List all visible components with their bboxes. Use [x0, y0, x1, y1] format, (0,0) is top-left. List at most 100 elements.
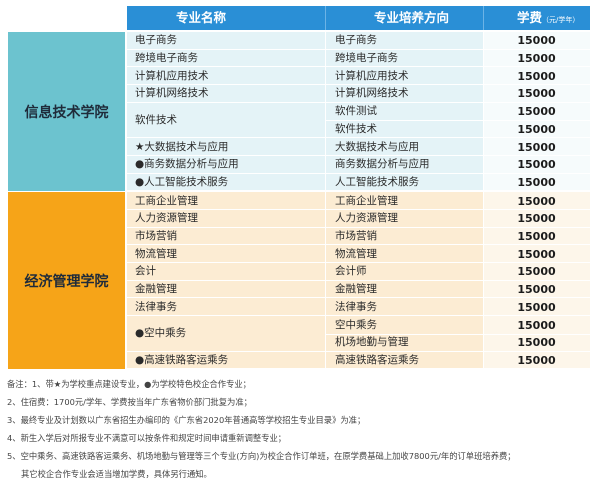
- fee-cell: [483, 227, 590, 246]
- tuition-fee: 15000: [517, 353, 556, 367]
- footnote-line: 其它校企合作专业会适当增加学费，具体另行通知。: [21, 469, 212, 479]
- fee-cell: [483, 32, 590, 50]
- footnotes: 备注：1、带★为学校重点建设专业，●为学校特色校企合作专业； 2、住宿费：1700…: [7, 375, 592, 483]
- tuition-fee: 15000: [517, 300, 556, 314]
- column-divider: [483, 85, 484, 103]
- fee-cell: [483, 49, 590, 68]
- column-divider: [325, 227, 326, 246]
- tuition-fee: 15000: [517, 69, 556, 83]
- college-name: 信息技术学院: [8, 32, 125, 192]
- column-divider: [483, 263, 484, 281]
- college-name: 经济管理学院: [8, 192, 125, 370]
- row-divider: [127, 84, 590, 86]
- table-row: 人力资源管理 人力资源管理 15000: [127, 209, 590, 228]
- column-divider: [325, 49, 326, 68]
- row-divider: [127, 350, 590, 352]
- training-direction: 人力资源管理: [335, 212, 398, 225]
- column-divider: [483, 173, 484, 192]
- fee-cell: [483, 67, 590, 86]
- column-divider: [483, 32, 484, 50]
- table-row: 会计 会计师 15000: [127, 263, 590, 281]
- table-row: ●空中乘务 空中乘务 15000 机场地勤与管理 15000: [127, 316, 590, 352]
- column-divider: [483, 138, 484, 156]
- tuition-fee: 15000: [517, 105, 556, 119]
- training-direction: 电子商务: [335, 34, 377, 47]
- table-row: 法律事务 法律事务 15000: [127, 298, 590, 317]
- table-row: 金融管理 金融管理 15000: [127, 280, 590, 299]
- training-direction: 机场地勤与管理: [335, 336, 409, 349]
- fee-cell: [483, 138, 590, 156]
- table-row: 物流管理 物流管理 15000: [127, 245, 590, 264]
- major-name: ★大数据技术与应用: [135, 140, 229, 153]
- column-divider: [325, 67, 326, 86]
- table-row: 市场营销 市场营销 15000: [127, 227, 590, 246]
- table-row: 软件技术 软件测试 15000 软件技术 15000: [127, 102, 590, 139]
- tuition-fee: 15000: [517, 230, 556, 244]
- column-divider: [325, 138, 326, 156]
- table-row: 计算机网络技术 计算机网络技术 15000: [127, 85, 590, 103]
- header-major-name: 专业名称: [176, 10, 227, 25]
- tuition-fee: 15000: [517, 158, 556, 172]
- header-fee-label: 学费: [517, 10, 543, 25]
- row-divider: [325, 120, 590, 122]
- column-divider: [325, 245, 326, 264]
- training-direction: 跨境电子商务: [335, 52, 398, 65]
- major-name: ●空中乘务: [135, 327, 187, 340]
- fee-cell: [483, 209, 590, 228]
- major-name: 软件技术: [135, 113, 177, 126]
- footnote-line: 2、住宿费：1700元/学年、学费按当年广东省物价部门批复为准；: [7, 397, 252, 407]
- row-divider: [127, 279, 590, 281]
- row-divider: [127, 368, 590, 370]
- column-divider: [483, 209, 484, 228]
- training-direction: 计算机网络技术: [335, 87, 409, 100]
- tuition-fee: 15000: [517, 336, 556, 350]
- major-name: 物流管理: [135, 247, 177, 260]
- training-direction: 计算机应用技术: [335, 69, 409, 82]
- fee-cell: [483, 173, 590, 192]
- column-divider: [325, 155, 326, 174]
- tuition-fee: 15000: [517, 140, 556, 154]
- tuition-fee: 15000: [517, 87, 556, 101]
- training-direction: 会计师: [335, 265, 367, 278]
- table-row: ●高速铁路客运乘务 高速铁路客运乘务 15000: [127, 351, 590, 370]
- fee-cell: [483, 280, 590, 299]
- tuition-fee: 15000: [517, 194, 556, 208]
- row-divider: [127, 48, 590, 50]
- row-divider: [127, 262, 590, 264]
- table-body: 信息技术学院 电子商务 电子商务 15000 跨境电子商务 跨境电子商务 15000 计算机应…: [8, 32, 590, 370]
- column-divider: [325, 209, 326, 228]
- column-divider: [325, 85, 326, 103]
- column-divider: [325, 32, 326, 50]
- table-row: 电子商务 电子商务 15000: [127, 32, 590, 50]
- training-direction: 法律事务: [335, 300, 377, 313]
- footnote-line: 4、新生入学后对所报专业不满意可以按条件和规定时间申请重新调整专业；: [7, 433, 287, 443]
- tuition-fee: 15000: [517, 34, 556, 48]
- tuition-fee: 15000: [517, 212, 556, 226]
- training-direction: 大数据技术与应用: [335, 140, 419, 153]
- fee-cell: [483, 263, 590, 281]
- tuition-fee: 15000: [517, 318, 556, 332]
- column-divider: [483, 49, 484, 68]
- major-name: ●人工智能技术服务: [135, 175, 229, 188]
- footnote-line: 3、最终专业及计划数以广东省招生办编印的《广东省2020年普通高等学校招生专业目…: [7, 415, 366, 425]
- training-direction: 空中乘务: [335, 318, 377, 331]
- footnote-line: 备注：1、带★为学校重点建设专业，●为学校特色校企合作专业；: [7, 379, 251, 389]
- column-divider: [325, 173, 326, 192]
- major-name: 电子商务: [135, 34, 177, 47]
- header-corner: [8, 6, 127, 30]
- table-row: 工商企业管理 工商企业管理 15000: [127, 192, 590, 210]
- major-name: ●商务数据分析与应用: [135, 158, 239, 171]
- major-name: 会计: [135, 265, 156, 278]
- major-name: 金融管理: [135, 283, 177, 296]
- column-divider: [325, 351, 326, 370]
- column-divider: [483, 298, 484, 317]
- table-row: 跨境电子商务 跨境电子商务 15000: [127, 49, 590, 68]
- table-row: ●人工智能技术服务 人工智能技术服务 15000: [127, 173, 590, 192]
- tuition-fee: 15000: [517, 175, 556, 189]
- column-divider: [325, 192, 326, 210]
- row-divider: [127, 226, 590, 228]
- fee-cell: [483, 85, 590, 103]
- column-divider: [483, 280, 484, 299]
- row-divider: [127, 172, 590, 174]
- tuition-table: 专业名称 专业培养方向 学费（元/学年） 信息技术学院 电子商务 电子商务 15000…: [8, 6, 590, 370]
